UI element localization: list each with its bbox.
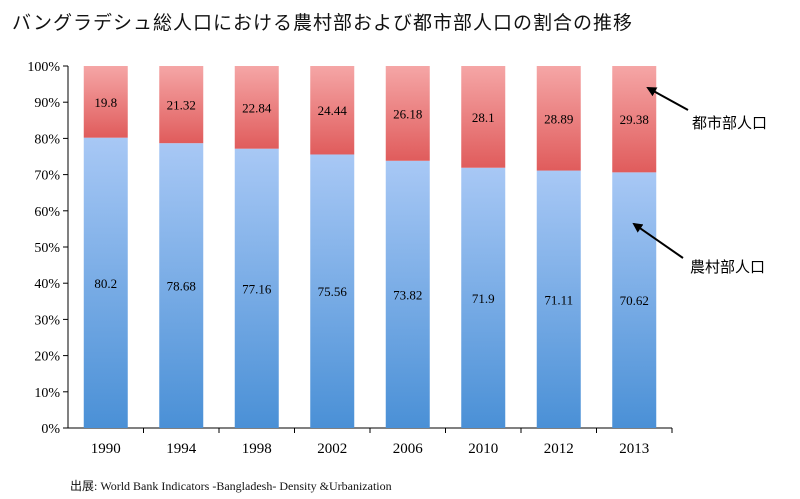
bar-urban: [385, 66, 430, 161]
bar-urban: [83, 66, 128, 138]
data-label-rural: 75.56: [318, 284, 348, 299]
bar-rural: [536, 170, 581, 429]
x-tick-label: 2010: [468, 441, 498, 457]
annotation-rural: 農村部人口: [690, 258, 765, 276]
source-note: 出展: World Bank Indicators -Bangladesh- D…: [70, 479, 392, 493]
bar-urban: [159, 66, 204, 144]
data-label-urban: 28.89: [544, 111, 573, 126]
annotation-urban: 都市部人口: [692, 114, 767, 132]
x-tick-label: 2006: [393, 441, 424, 457]
bar-rural: [612, 172, 657, 428]
labels: 80.2 19.8 1990 78.68 21.32 1994 77.16 22.84 1998…: [91, 95, 650, 457]
data-label-urban: 29.38: [620, 112, 649, 127]
data-label-urban: 24.44: [318, 103, 348, 118]
chart-title: バングラデシュ総人口における農村部および都市部人口の割合の推移: [12, 12, 633, 34]
bar-urban: [310, 66, 355, 155]
bar-rural: [83, 137, 128, 428]
data-label-urban: 21.32: [167, 98, 196, 113]
data-label-rural: 73.82: [393, 287, 422, 302]
x-tick-label: 1990: [91, 441, 121, 457]
data-label-urban: 19.8: [94, 95, 117, 110]
data-label-urban: 26.18: [393, 106, 422, 121]
x-tick-label: 2012: [544, 441, 574, 457]
urban-arrow: [646, 87, 689, 111]
x-tick-label: 2002: [317, 441, 347, 457]
data-label-rural: 77.16: [242, 281, 272, 296]
bar-rural: [461, 167, 506, 429]
bar-urban: [612, 66, 657, 173]
bar-urban: [234, 66, 279, 149]
y-tick-label: 50%: [34, 241, 60, 256]
data-label-rural: 78.68: [167, 279, 196, 294]
axes: 0% 10% 20% 30% 40% 50% 60% 70% 80% 90% 100%: [27, 60, 673, 437]
x-tick-label: 1994: [166, 441, 197, 457]
bar-rural: [159, 143, 204, 428]
data-label-rural: 71.11: [544, 292, 573, 307]
y-tick-label: 100%: [27, 60, 60, 75]
data-label-urban: 22.84: [242, 100, 272, 115]
bar-urban: [461, 66, 506, 168]
y-tick-label: 20%: [34, 350, 60, 365]
bar-rural: [385, 160, 430, 428]
y-tick-label: 70%: [34, 169, 60, 184]
data-label-rural: 70.62: [620, 293, 649, 308]
y-tick-label: 60%: [34, 205, 60, 220]
data-label-rural: 80.2: [94, 276, 117, 291]
x-tick-label: 2013: [619, 441, 649, 457]
data-label-urban: 28.1: [472, 110, 495, 125]
y-tick-label: 90%: [34, 96, 60, 111]
bar-rural: [310, 154, 355, 429]
y-tick-label: 80%: [34, 132, 60, 147]
data-label-rural: 71.9: [472, 291, 495, 306]
bar-urban: [536, 66, 581, 171]
x-tick-label: 1998: [242, 441, 272, 457]
y-tick-label: 40%: [34, 277, 60, 292]
y-tick-label: 10%: [34, 386, 60, 401]
y-tick-label: 30%: [34, 313, 60, 328]
bars: [83, 66, 657, 429]
y-tick-label: 0%: [41, 422, 60, 437]
bar-rural: [234, 148, 279, 429]
rural-arrow: [632, 222, 684, 259]
